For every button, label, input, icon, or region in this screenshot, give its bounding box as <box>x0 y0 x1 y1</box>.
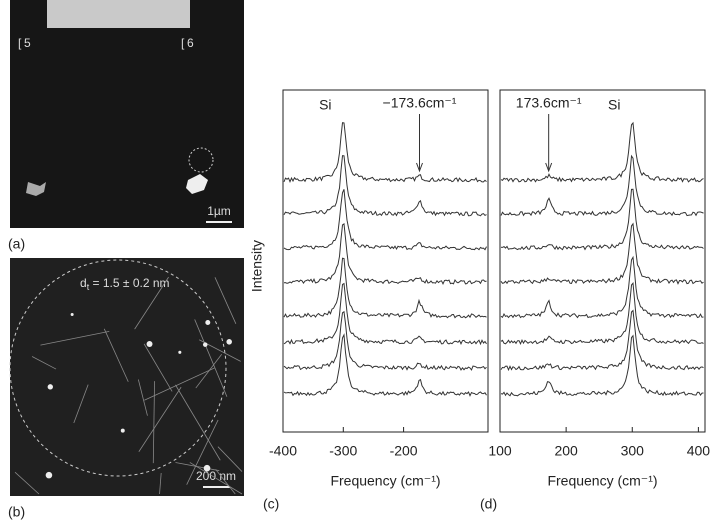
spectrum <box>501 336 704 396</box>
particle <box>121 429 125 433</box>
panel-label: (a) <box>8 236 25 252</box>
marker: 5 <box>24 36 31 50</box>
spectrum <box>501 257 704 317</box>
scale-bar-label: 200 nm <box>196 469 236 483</box>
spectrum <box>284 189 487 249</box>
arrow-label: 173.6cm⁻¹ <box>516 95 582 111</box>
plot-frame <box>500 90 705 432</box>
panel-a-image: 5 6 [[ 1µm <box>10 0 244 228</box>
annotation: dt = 1.5 ± 0.2 nm <box>80 276 170 292</box>
x-tick-label: -400 <box>269 443 297 459</box>
particle <box>147 341 153 347</box>
spectrum <box>284 335 487 396</box>
spectrum <box>501 156 704 216</box>
spectrum <box>284 156 487 216</box>
x-tick-label: 300 <box>621 443 645 459</box>
spectrum <box>501 189 704 249</box>
spectrum <box>501 224 704 284</box>
x-tick-label: 200 <box>554 443 578 459</box>
spectrum <box>284 258 487 318</box>
panel-label: (c) <box>263 496 279 512</box>
arrow-label: −173.6cm⁻¹ <box>383 95 457 111</box>
y-axis-label: Intensity <box>249 240 265 292</box>
spectrum <box>284 224 487 284</box>
particle <box>205 320 210 325</box>
panel-b-image: dt = 1.5 ± 0.2 nm 200 nm <box>10 258 244 496</box>
peak-label: Si <box>319 97 331 113</box>
spectrum <box>284 123 487 182</box>
particle <box>46 472 53 479</box>
x-axis-label: Frequency (cm⁻¹) <box>330 473 440 489</box>
marker: 6 <box>187 36 194 50</box>
particle <box>178 351 181 354</box>
x-tick-label: -200 <box>390 443 418 459</box>
particle <box>226 339 232 345</box>
x-tick-label: -300 <box>329 443 357 459</box>
particle <box>204 465 211 472</box>
panel-label: (b) <box>8 504 25 520</box>
particle <box>48 384 53 389</box>
spectrum <box>501 283 704 344</box>
plot-frame <box>283 90 488 432</box>
spectrum <box>501 123 704 182</box>
peak-label: Si <box>608 97 620 113</box>
x-tick-label: 100 <box>488 443 512 459</box>
particle <box>71 313 74 316</box>
x-tick-label: 400 <box>687 443 711 459</box>
chart-d: 100 200 300 400 Frequency (cm⁻¹) (d) Si 173.6cm… <box>480 90 710 512</box>
particle <box>203 342 207 346</box>
scale-bar-label: 1µm <box>207 204 231 218</box>
x-axis-label: Frequency (cm⁻¹) <box>547 473 657 489</box>
panel-label: (d) <box>480 496 497 512</box>
figure: 5 6 [[ 1µm (a) dt = 1.5 ± 0.2 nm 200 nm … <box>0 0 714 521</box>
chart-c: -400 -300 -200 Frequency (cm⁻¹) (c) Si −173.6c… <box>263 90 488 512</box>
